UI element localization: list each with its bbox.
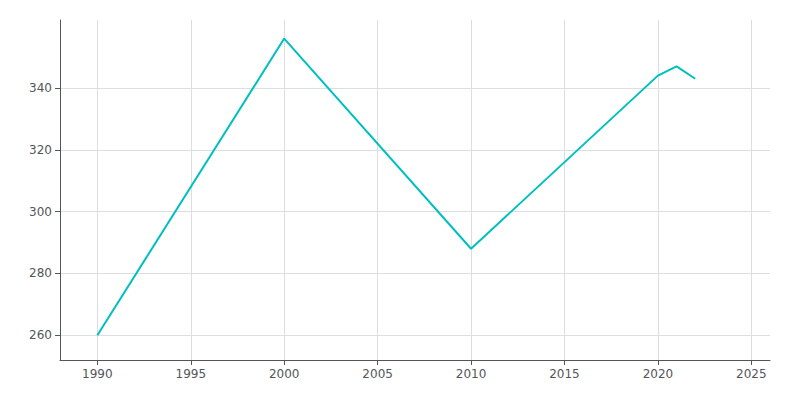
svg-text:1995: 1995	[176, 367, 207, 381]
svg-text:340: 340	[29, 81, 52, 95]
svg-text:320: 320	[29, 143, 52, 157]
svg-text:2010: 2010	[456, 367, 487, 381]
svg-text:280: 280	[29, 266, 52, 280]
svg-text:2025: 2025	[736, 367, 767, 381]
svg-text:260: 260	[29, 328, 52, 342]
svg-text:300: 300	[29, 205, 52, 219]
svg-text:1990: 1990	[82, 367, 113, 381]
svg-text:2015: 2015	[549, 367, 580, 381]
svg-text:2005: 2005	[362, 367, 393, 381]
svg-text:2000: 2000	[269, 367, 300, 381]
svg-text:2020: 2020	[643, 367, 674, 381]
